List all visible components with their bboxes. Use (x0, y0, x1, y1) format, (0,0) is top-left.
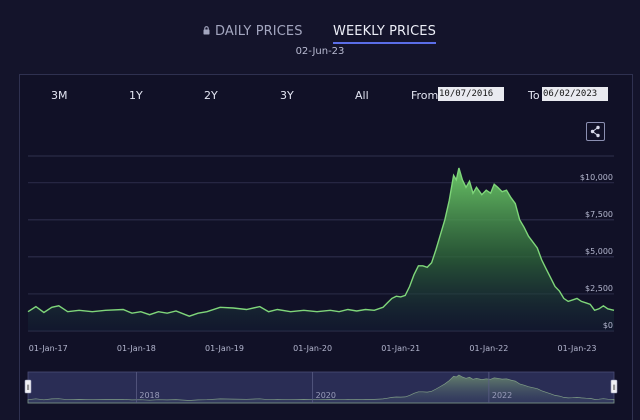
range-navigator[interactable]: 2018 2020 2022 ⦀ ⦀ (24, 371, 618, 404)
navigator-year-label: 2020 (316, 391, 336, 400)
y-tick-label: $0 (603, 321, 613, 330)
price-area-fill (28, 168, 614, 331)
share-button[interactable] (586, 122, 605, 141)
x-tick-label: 01-Jan-21 (381, 344, 420, 353)
y-tick-label: $10,000 (580, 173, 613, 182)
price-chart: $0$2,500$5,000$7,500$10,000 01-Jan-17 01-… (24, 155, 618, 404)
x-tick-label: 01-Jan-17 (29, 344, 68, 353)
price-area (27, 167, 615, 331)
lock-icon (203, 26, 210, 35)
y-tick-label: $5,000 (585, 247, 613, 256)
to-label: To (528, 89, 540, 102)
tab-daily-label: DAILY PRICES (215, 24, 303, 39)
x-tick-label: 01-Jan-22 (469, 344, 508, 353)
range-button-1y[interactable]: 1Y (129, 89, 143, 102)
navigator-handle-left[interactable] (24, 379, 32, 394)
range-button-3y[interactable]: 3Y (280, 89, 294, 102)
share-icon (590, 125, 600, 138)
navigator-handle-right[interactable] (610, 379, 618, 394)
tab-weekly-prices[interactable]: WEEKLY PRICES (333, 24, 436, 44)
range-button-all[interactable]: All (355, 89, 369, 102)
navigator-grip-icon: ⦀ (26, 384, 29, 392)
tab-daily-prices[interactable]: DAILY PRICES (203, 24, 303, 39)
navigator-series (27, 374, 615, 404)
from-date-input[interactable] (438, 87, 504, 101)
price-line (27, 167, 615, 317)
x-tick-label: 01-Jan-18 (117, 344, 156, 353)
navigator-year-label: 2018 (139, 391, 159, 400)
x-axis: 01-Jan-17 01-Jan-18 01-Jan-19 01-Jan-20 01-J… (29, 344, 597, 353)
y-tick-label: $7,500 (585, 210, 613, 219)
tab-weekly-label: WEEKLY PRICES (333, 24, 436, 39)
y-tick-label: $2,500 (585, 284, 613, 293)
y-axis: $0 $2,500 $5,000 $7,500 $10,000 (580, 173, 613, 330)
x-tick-label: 01-Jan-19 (205, 344, 244, 353)
range-button-3m[interactable]: 3M (51, 89, 68, 102)
from-label: From (411, 89, 439, 102)
chart-title: 02-Jun-23 (295, 46, 345, 57)
navigator-year-label: 2022 (492, 391, 512, 400)
to-date-input[interactable] (542, 87, 608, 101)
range-button-2y[interactable]: 2Y (204, 89, 218, 102)
price-tabs: DAILY PRICES WEEKLY PRICES (0, 0, 640, 70)
x-tick-label: 01-Jan-23 (558, 344, 597, 353)
x-tick-label: 01-Jan-20 (293, 344, 332, 353)
navigator-grip-icon: ⦀ (612, 384, 615, 392)
